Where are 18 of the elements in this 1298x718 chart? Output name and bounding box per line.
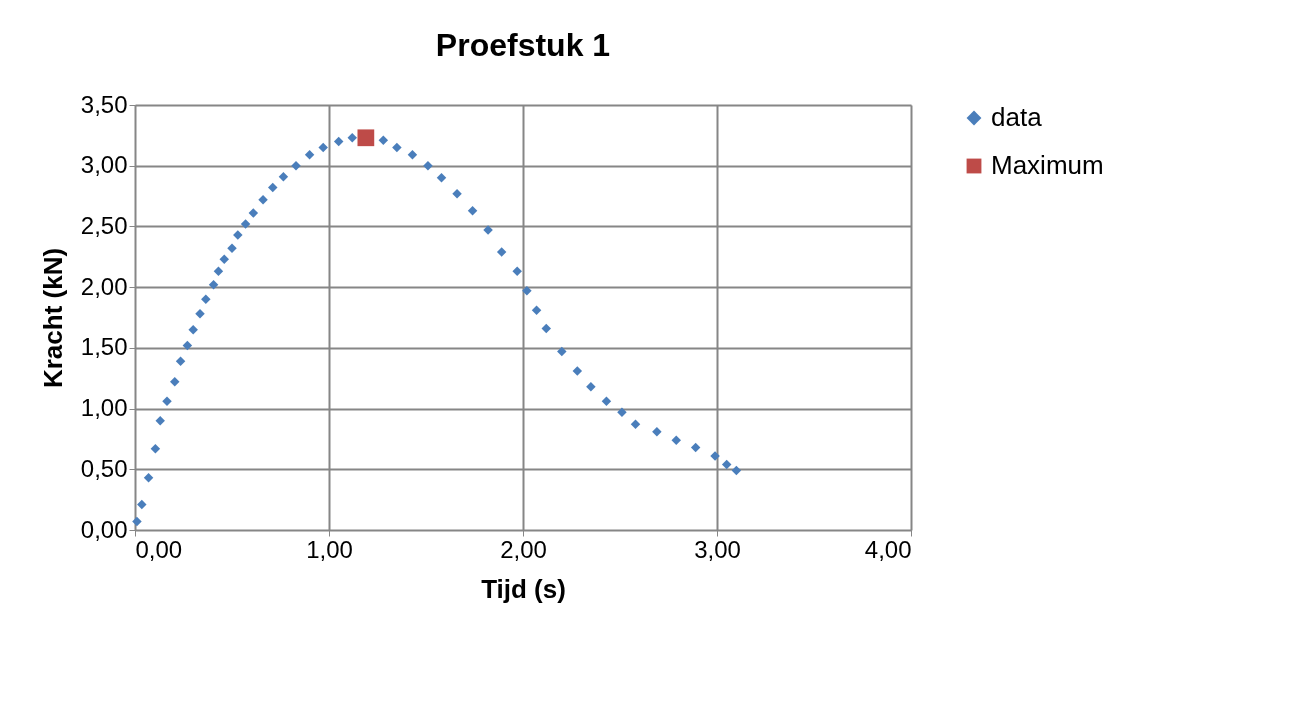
y-tick-label: 1,50 <box>80 333 128 361</box>
y-tick-label: 1,00 <box>80 394 128 422</box>
x-tick-label: 1,00 <box>306 535 353 563</box>
x-tick-label: 3,00 <box>694 535 741 563</box>
y-tick-label: 2,00 <box>80 272 128 300</box>
y-axis-title: Kracht (kN) <box>37 247 68 389</box>
y-tick-label: 3,00 <box>80 151 128 179</box>
y-tick-label: 3,50 <box>80 90 128 118</box>
x-tick-label: 2,00 <box>500 535 547 563</box>
x-tick-label: 0,00 <box>135 535 183 563</box>
legend-label: Maximum <box>991 150 1104 180</box>
chart-title: Proefstuk 1 <box>435 27 611 63</box>
x-axis-title: Tijd (s) <box>481 573 566 604</box>
x-tick-label: 4,00 <box>864 535 912 563</box>
legend-label: data <box>991 102 1043 132</box>
y-tick-label: 0,00 <box>80 515 128 543</box>
y-tick-label: 2,50 <box>80 211 128 239</box>
y-tick-label: 0,50 <box>80 454 128 482</box>
